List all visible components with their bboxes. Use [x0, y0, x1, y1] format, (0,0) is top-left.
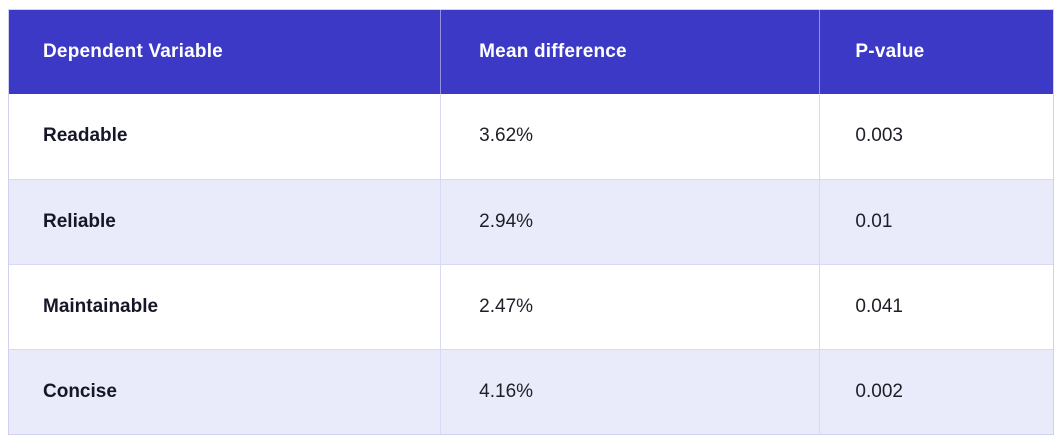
- table-header-row: Dependent Variable Mean difference P-val…: [9, 10, 1053, 94]
- cell-p-value: 0.002: [819, 350, 1053, 434]
- results-table: Dependent Variable Mean difference P-val…: [8, 9, 1054, 435]
- header-label: Mean difference: [479, 40, 627, 62]
- cell-mean-difference: 2.47%: [440, 265, 819, 349]
- table-row: Readable 3.62% 0.003: [9, 94, 1053, 179]
- cell-p-value: 0.003: [819, 94, 1053, 179]
- cell-mean-difference: 3.62%: [440, 94, 819, 179]
- mean-difference-value: 2.47%: [479, 295, 534, 317]
- p-value: 0.002: [855, 380, 903, 402]
- mean-difference-value: 3.62%: [479, 125, 534, 147]
- table-row: Concise 4.16% 0.002: [9, 349, 1053, 434]
- variable-name: Reliable: [43, 210, 116, 232]
- cell-mean-difference: 2.94%: [440, 180, 819, 264]
- variable-name: Maintainable: [43, 295, 159, 317]
- variable-name: Concise: [43, 380, 117, 402]
- cell-p-value: 0.01: [819, 180, 1053, 264]
- header-cell-mean-difference: Mean difference: [440, 10, 819, 94]
- mean-difference-value: 4.16%: [479, 380, 534, 402]
- cell-variable: Maintainable: [9, 265, 440, 349]
- cell-variable: Readable: [9, 94, 440, 179]
- p-value: 0.041: [855, 295, 903, 317]
- p-value: 0.01: [855, 210, 893, 232]
- cell-p-value: 0.041: [819, 265, 1053, 349]
- cell-variable: Reliable: [9, 180, 440, 264]
- cell-mean-difference: 4.16%: [440, 350, 819, 434]
- table-row: Reliable 2.94% 0.01: [9, 179, 1053, 264]
- header-label: P-value: [855, 40, 925, 62]
- header-cell-dependent-variable: Dependent Variable: [9, 10, 440, 94]
- table-row: Maintainable 2.47% 0.041: [9, 264, 1053, 349]
- mean-difference-value: 2.94%: [479, 210, 534, 232]
- header-cell-p-value: P-value: [819, 10, 1053, 94]
- p-value: 0.003: [855, 125, 903, 147]
- header-label: Dependent Variable: [43, 40, 223, 62]
- variable-name: Readable: [43, 125, 128, 147]
- cell-variable: Concise: [9, 350, 440, 434]
